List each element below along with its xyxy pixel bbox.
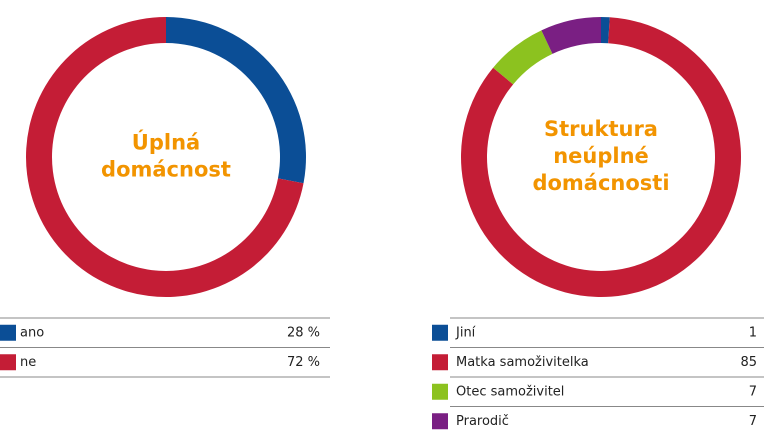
legend-value: 72 % — [287, 355, 320, 370]
donut-segment — [166, 17, 306, 184]
legend-label: Otec samoživitel — [456, 384, 564, 399]
donut-segment — [601, 17, 610, 44]
legend-swatch — [0, 354, 16, 371]
legend-value: 1 — [749, 325, 757, 340]
legend-swatch — [0, 324, 16, 341]
donut-segment — [493, 30, 553, 85]
legend-label: Jiní — [455, 325, 476, 340]
legend-value: 28 % — [287, 325, 320, 340]
chart-title: Úplná — [132, 130, 200, 155]
legend-label: Prarodič — [456, 414, 509, 429]
legend-value: 7 — [749, 384, 757, 399]
chart-title: neúplné — [553, 144, 649, 168]
legend-label: ano — [20, 325, 44, 340]
legend-swatch — [432, 383, 448, 400]
chart-title: domácnosti — [532, 171, 669, 195]
legend-label: Matka samoživitelka — [456, 355, 589, 370]
legend-value: 7 — [749, 414, 757, 429]
legend-swatch — [432, 413, 448, 430]
donut-segment — [541, 17, 601, 54]
legend-swatch — [432, 354, 448, 371]
chart-title: Struktura — [544, 117, 658, 141]
legend-label: ne — [20, 355, 36, 370]
legend-value: 85 — [740, 355, 757, 370]
legend-swatch — [432, 324, 448, 341]
chart-title: domácnost — [101, 158, 231, 182]
